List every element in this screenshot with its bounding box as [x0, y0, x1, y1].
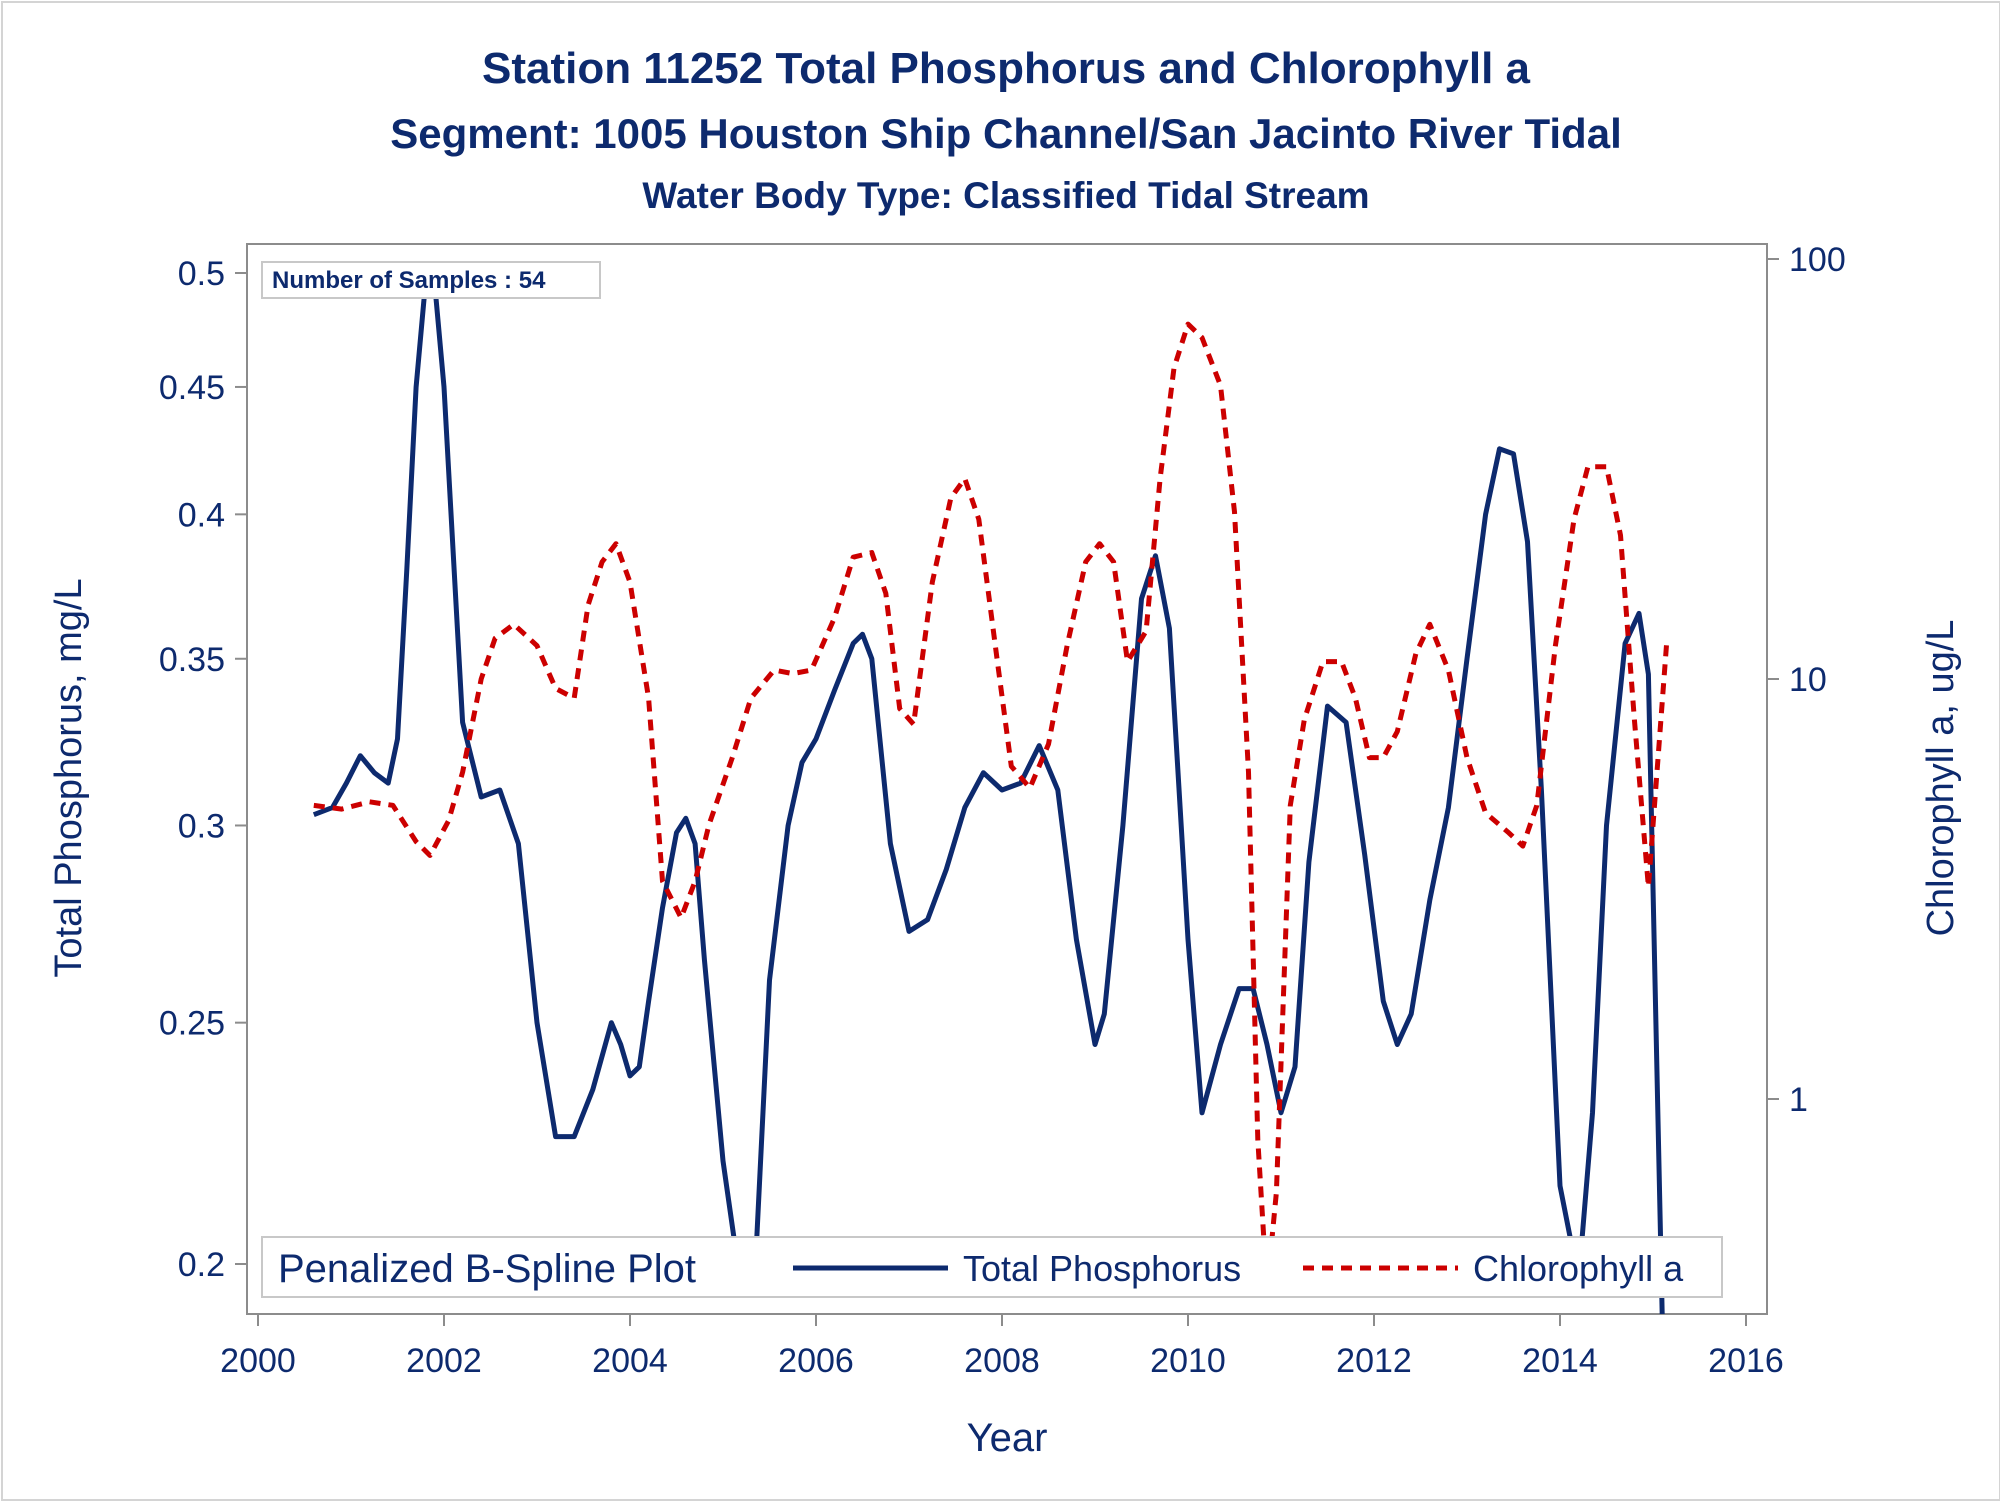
y-left-tick-label: 0.5	[178, 255, 225, 293]
y-left-tick-label: 0.25	[159, 1005, 225, 1043]
inset-label: Number of Samples : 54	[272, 267, 546, 294]
y-axis-right-label: Chlorophyll a, ug/L	[1920, 620, 1962, 937]
y-left-tick-label: 0.35	[159, 641, 225, 679]
y-axis-left-label: Total Phosphorus, mg/L	[48, 578, 90, 977]
series-layer	[312, 270, 1670, 1314]
legend-box	[261, 1236, 1723, 1298]
y-left-tick-label: 0.2	[178, 1246, 225, 1284]
inset-box	[261, 261, 601, 299]
x-tick-label: 2006	[778, 1342, 854, 1380]
x-tick-label: 2010	[1150, 1342, 1226, 1380]
y-left-tick-label: 0.45	[159, 369, 225, 407]
plot-area	[246, 243, 1768, 1315]
y-left-tick-label: 0.4	[178, 496, 225, 534]
x-tick-label: 2000	[220, 1342, 296, 1380]
legend-label-tp: Total Phosphorus	[963, 1248, 1241, 1289]
x-tick-label: 2004	[592, 1342, 668, 1380]
y-axis-left: 0.2 0.25 0.3 0.35 0.4 0.45 0.5	[159, 255, 247, 1284]
chart-title: Station 11252 Total Phosphorus and Chlor…	[482, 44, 1531, 93]
y-right-tick-label: 10	[1789, 661, 1827, 699]
series-line-total-phosphorus	[312, 270, 1665, 1314]
legend-title: Penalized B-Spline Plot	[278, 1247, 696, 1291]
y-left-tick-label: 0.3	[178, 807, 225, 845]
legend-label-chl: Chlorophyll a	[1473, 1248, 1684, 1289]
series-line-chlorophyll-a	[313, 321, 1670, 1293]
x-tick-label: 2014	[1522, 1342, 1598, 1380]
legend: Penalized B-Spline Plot Total Phosphorus…	[261, 1236, 1723, 1298]
y-axis-right: 1 10 100	[1767, 241, 1846, 1119]
chart-subtitle: Segment: 1005 Houston Ship Channel/San J…	[390, 110, 1622, 157]
y-right-tick-label: 100	[1789, 241, 1846, 279]
chart-subtitle-2: Water Body Type: Classified Tidal Stream	[642, 175, 1369, 216]
x-axis-label: Year	[967, 1416, 1048, 1460]
x-tick-label: 2008	[964, 1342, 1040, 1380]
y-right-tick-label: 1	[1789, 1081, 1808, 1119]
x-tick-label: 2016	[1708, 1342, 1784, 1380]
x-tick-label: 2002	[406, 1342, 482, 1380]
x-axis: 2000 2002 2004 2006 2008 2010 2012 2014 2016	[220, 1314, 1784, 1380]
chart-svg: Station 11252 Total Phosphorus and Chlor…	[48, 44, 1962, 1460]
x-tick-label: 2012	[1336, 1342, 1412, 1380]
